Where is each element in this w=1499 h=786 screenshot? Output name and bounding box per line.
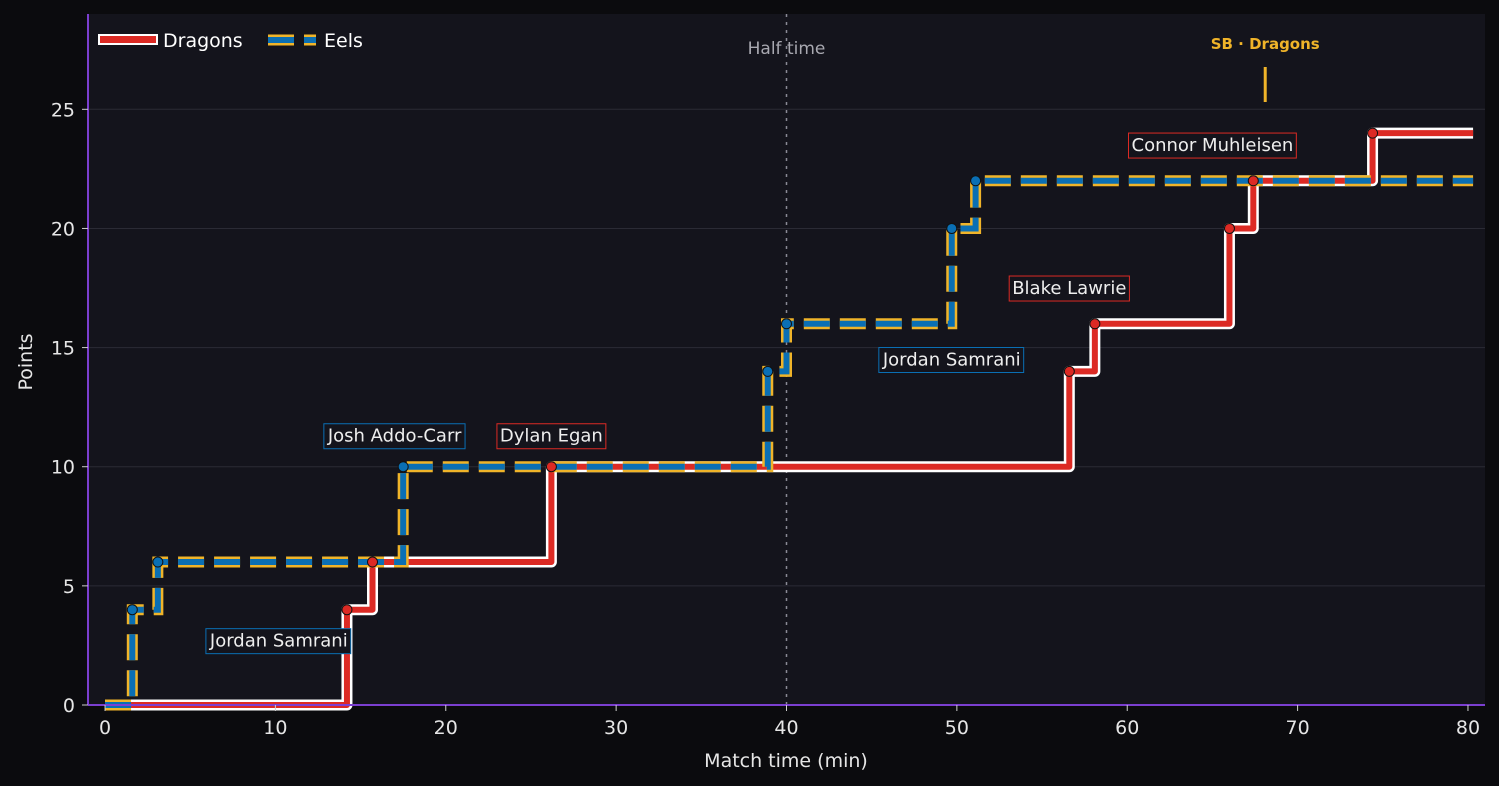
x-tick-label-30: 30 — [604, 717, 628, 739]
annotation-label-3: Jordan Samrani — [882, 350, 1021, 371]
score-point-dragons-3 — [1063, 365, 1075, 377]
x-tick-label-50: 50 — [945, 717, 969, 739]
annotation-box-4 — [1008, 275, 1130, 302]
annotation-label-4: Blake Lawrie — [1012, 278, 1126, 299]
sin-bin-label: SB · Dragons — [1211, 35, 1320, 53]
x-tick-label-60: 60 — [1115, 717, 1139, 739]
score-point-eels-6 — [970, 175, 982, 187]
x-tick-label-0: 0 — [99, 717, 111, 739]
annotation-layer: Jordan Samrani Josh Addo-Carr Dylan Egan Jo… — [205, 35, 1320, 655]
annotation-3: Jordan Samrani — [878, 347, 1025, 373]
tick-layer: 0 10 20 30 40 50 60 70 80 0 5 10 15 20 25 — [51, 99, 1480, 739]
y-tick-label-20: 20 — [51, 218, 75, 240]
legend-label-eels: Eels — [324, 30, 363, 52]
score-point-eels-5 — [946, 222, 958, 234]
score-point-dragons-1 — [367, 556, 379, 568]
score-point-eels-4 — [781, 318, 792, 330]
series-line-eels — [105, 177, 1474, 708]
y-tick-label-25: 25 — [51, 99, 75, 121]
x-tick-label-70: 70 — [1286, 717, 1310, 739]
score-point-eels-3 — [762, 365, 774, 377]
score-point-dragons-4 — [1089, 318, 1101, 330]
legend-item-dragons: Dragons — [98, 30, 243, 52]
series-layer — [105, 127, 1474, 711]
x-axis-title: Match time (min) — [704, 750, 868, 772]
annotation-box-0 — [205, 628, 352, 655]
score-point-dragons-6 — [1247, 175, 1259, 187]
y-axis-title: Points — [15, 333, 37, 390]
annotation-label-2: Dylan Egan — [500, 426, 603, 447]
y-tick-label-10: 10 — [51, 457, 75, 479]
legend-swatch-dragons — [98, 34, 158, 45]
annotation-box-1 — [323, 423, 466, 450]
score-point-dragons-5 — [1223, 222, 1235, 234]
x-tick-label-80: 80 — [1456, 717, 1480, 739]
x-tick-label-20: 20 — [434, 717, 458, 739]
annotation-label-1: Josh Addo-Carr — [327, 426, 462, 447]
annotation-1: Josh Addo-Carr — [323, 423, 466, 450]
score-point-eels-2 — [397, 461, 409, 473]
legend: Dragons Eels — [98, 30, 363, 52]
point-layer — [126, 127, 1379, 616]
annotation-label-5: Connor Muhleisen — [1132, 135, 1294, 156]
annotation-label-0: Jordan Samrani — [209, 631, 348, 652]
legend-label-dragons: Dragons — [163, 30, 243, 52]
annotation-2: Dylan Egan — [496, 423, 607, 450]
score-point-dragons-0 — [341, 604, 353, 616]
annotation-4: Blake Lawrie — [1008, 275, 1130, 302]
annotation-box-5 — [1128, 132, 1297, 159]
score-point-eels-1 — [152, 556, 164, 568]
y-tick-label-0: 0 — [63, 695, 75, 717]
score-point-dragons-2 — [545, 461, 557, 473]
y-tick-label-15: 15 — [51, 338, 75, 360]
annotation-5: Connor Muhleisen — [1128, 132, 1297, 159]
annotation-box-3 — [878, 347, 1025, 373]
half-time-label: Half time — [748, 39, 826, 59]
legend-item-eels: Eels — [268, 30, 363, 52]
score-point-dragons-7 — [1367, 127, 1379, 139]
x-tick-label-10: 10 — [263, 717, 287, 739]
y-tick-label-5: 5 — [63, 576, 75, 598]
annotation-box-2 — [496, 423, 607, 450]
annotation-0: Jordan Samrani — [205, 628, 352, 655]
score-point-eels-0 — [126, 604, 138, 616]
x-tick-label-40: 40 — [774, 717, 798, 739]
